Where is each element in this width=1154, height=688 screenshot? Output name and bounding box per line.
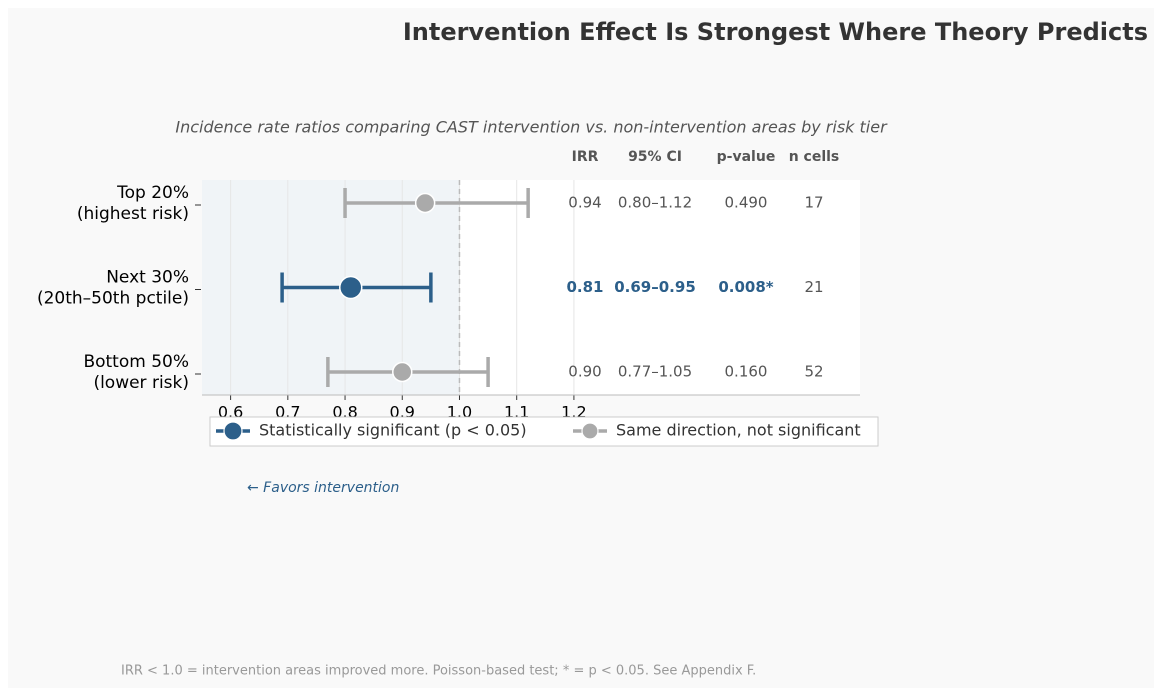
footnote: IRR < 1.0 = intervention areas improved …: [121, 664, 756, 679]
table-header: n cells: [789, 149, 840, 165]
point: [339, 275, 363, 300]
n-cells-label: 17: [804, 194, 823, 212]
ci-label: 0.77–1.05: [618, 363, 692, 381]
ci-label: 0.80–1.12: [618, 194, 692, 212]
y-tick-label: Top 20%: [116, 183, 189, 203]
y-tick-label: (highest risk): [77, 204, 189, 224]
ci-label: 0.69–0.95: [614, 278, 696, 296]
p-value-label: 0.490: [725, 194, 768, 212]
subtitle: Incidence rate ratios comparing CAST int…: [175, 118, 888, 137]
y-tick-label: Bottom 50%: [83, 352, 189, 372]
chart-title: Intervention Effect Is Strongest Where T…: [403, 18, 1148, 46]
legend-label: Same direction, not significant: [616, 421, 861, 440]
p-value-label: 0.008*: [718, 278, 773, 296]
y-tick-label: Next 30%: [106, 268, 189, 288]
n-cells-label: 21: [804, 278, 823, 296]
p-value-label: 0.160: [725, 363, 768, 381]
irr-label: 0.81: [566, 278, 603, 296]
y-tick-label: (20th–50th pctile): [37, 289, 189, 309]
legend-marker: [223, 421, 243, 441]
table-header: p-value: [717, 149, 776, 165]
table-header: 95% CI: [628, 149, 682, 165]
legend-box: [209, 416, 879, 447]
n-cells-label: 52: [804, 363, 823, 381]
irr-label: 0.90: [568, 363, 601, 381]
table-header: IRR: [572, 149, 599, 165]
y-tick-label: (lower risk): [93, 373, 189, 393]
irr-label: 0.94: [568, 194, 601, 212]
annotation: ← Favors intervention: [247, 480, 399, 496]
legend-label: Statistically significant (p < 0.05): [259, 421, 527, 440]
point: [414, 192, 436, 214]
point: [392, 361, 413, 383]
legend-marker: [581, 422, 599, 440]
